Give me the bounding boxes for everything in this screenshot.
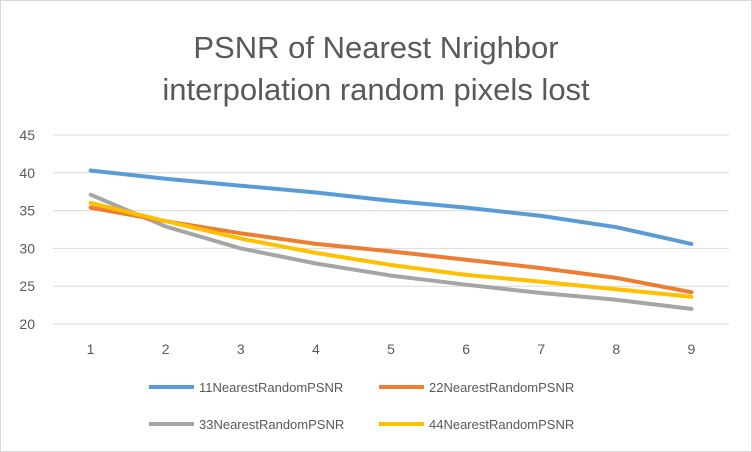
legend: 11NearestRandomPSNR 22NearestRandomPSNR 33… xyxy=(149,380,574,432)
y-tick-label: 45 xyxy=(19,127,35,143)
series-line-2 xyxy=(88,205,694,295)
gridlines xyxy=(53,134,729,325)
x-tick-label: 8 xyxy=(612,341,620,357)
series-line-3 xyxy=(88,192,694,311)
x-tick-label: 7 xyxy=(537,341,545,357)
series-line-1 xyxy=(88,168,694,246)
x-tick-label: 9 xyxy=(688,341,696,357)
x-tick-label: 3 xyxy=(237,341,245,357)
legend-label: 33NearestRandomPSNR xyxy=(199,417,344,432)
x-tick-label: 5 xyxy=(387,341,395,357)
y-axis-ticks: 20 25 30 35 40 45 xyxy=(19,127,35,332)
x-tick-label: 2 xyxy=(162,341,170,357)
y-tick-label: 35 xyxy=(19,203,35,219)
chart-title-line-2: interpolation random pixels lost xyxy=(162,72,590,107)
legend-label: 11NearestRandomPSNR xyxy=(199,380,343,395)
y-tick-label: 40 xyxy=(19,165,35,181)
x-tick-label: 1 xyxy=(87,341,95,357)
x-tick-label: 6 xyxy=(462,341,470,357)
legend-label: 22NearestRandomPSNR xyxy=(429,380,574,395)
y-tick-label: 20 xyxy=(19,316,35,332)
y-tick-label: 25 xyxy=(19,278,35,294)
series-lines xyxy=(88,168,694,311)
legend-label: 44NearestRandomPSNR xyxy=(429,417,574,432)
chart-title-line-1: PSNR of Nearest Nrighbor xyxy=(193,30,558,65)
x-axis-ticks: 1 2 3 4 5 6 7 8 9 xyxy=(87,341,696,357)
x-tick-label: 4 xyxy=(312,341,320,357)
y-tick-label: 30 xyxy=(19,240,35,256)
series-line-4 xyxy=(88,201,694,299)
